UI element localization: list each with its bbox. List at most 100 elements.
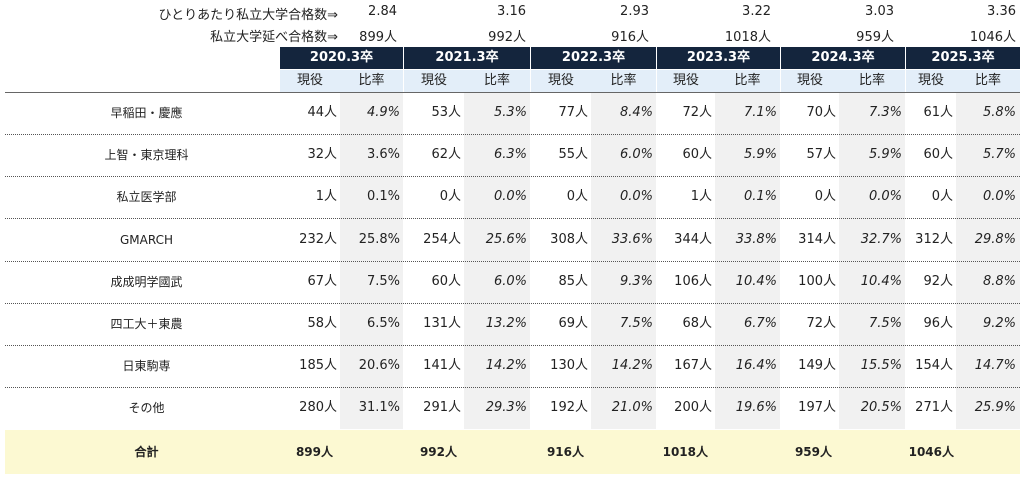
rate-cell: 0.0% (619, 189, 653, 205)
subheader-count-2024: 現役 (781, 70, 839, 92)
count-cell: 62人 (431, 147, 461, 163)
table-row: 四工大＋東農 58人 6.5% 131人 13.2% 69人 7.5% 68人 6.7% 72人 7… (5, 303, 1020, 345)
rate-cell: 31.1% (358, 400, 400, 416)
count-cell: 314人 (798, 231, 836, 247)
count-cell: 167人 (674, 358, 712, 374)
count-cell: 60人 (923, 147, 953, 163)
rate-cell: 8.8% (982, 273, 1016, 289)
count-cell: 185人 (299, 358, 337, 374)
table-row: 日東駒専 185人 20.6% 141人 14.2% 130人 14.2% 167人 16.4%… (5, 345, 1020, 387)
count-cell: 1人 (315, 189, 337, 205)
subheader-count-2022: 現役 (531, 70, 591, 92)
rate-cell: 0.1% (743, 189, 777, 205)
rate-cell: 0.1% (366, 189, 400, 205)
year-header-2024: 2024.3卒 (781, 47, 905, 69)
rate-cell: 33.8% (735, 231, 777, 247)
rate-cell: 5.9% (743, 147, 777, 163)
count-cell: 92人 (923, 273, 953, 289)
count-cell: 68人 (682, 316, 712, 331)
count-cell: 85人 (558, 273, 588, 289)
count-cell: 32人 (307, 147, 337, 163)
count-cell: 57人 (806, 147, 836, 163)
rate-cell: 14.2% (611, 358, 653, 374)
rate-column-shade-2022 (591, 92, 656, 429)
count-cell: 280人 (299, 400, 337, 416)
subheader-count-2020: 現役 (280, 70, 340, 92)
rate-cell: 9.2% (982, 316, 1016, 331)
summary-per-student-row: ひとりあたり私立大学合格数⇒ 2.84 3.16 2.93 3.22 3.03 … (0, 4, 1024, 26)
subheader-rate-2024: 比率 (839, 70, 905, 92)
count-cell: 0人 (814, 189, 836, 205)
rate-cell: 7.5% (366, 273, 400, 289)
count-cell: 0人 (439, 189, 461, 205)
total-2022: 916人 (546, 445, 584, 459)
rate-column-shade-2024 (839, 92, 905, 429)
year-header-2022: 2022.3卒 (531, 47, 656, 69)
summary-total-2025: 1046人 (969, 30, 1016, 45)
rate-cell: 7.3% (868, 105, 902, 120)
summary-per-student-2024: 3.03 (865, 4, 894, 19)
count-cell: 149人 (798, 358, 836, 374)
total-label: 合計 (134, 445, 159, 459)
row-divider (5, 176, 1020, 177)
subheader-count-2023: 現役 (657, 70, 715, 92)
rate-cell: 21.0% (611, 400, 653, 416)
count-cell: 69人 (558, 316, 588, 331)
count-cell: 0人 (566, 189, 588, 205)
row-divider (5, 303, 1020, 304)
summary-per-student-label: ひとりあたり私立大学合格数⇒ (158, 8, 338, 23)
table-row: 上智・東京理科 32人 3.6% 62人 6.3% 55人 6.0% 60人 5.9% 57人 5.… (5, 134, 1020, 176)
subheader-count-2025: 現役 (906, 70, 956, 92)
rate-cell: 6.0% (619, 147, 653, 163)
rate-column-shade-2023 (715, 92, 780, 429)
count-cell: 291人 (423, 400, 461, 416)
rate-cell: 5.9% (868, 147, 902, 163)
count-cell: 271人 (915, 400, 953, 416)
subheader-rate-2023: 比率 (715, 70, 780, 92)
rate-column-shade-2025 (956, 92, 1020, 429)
count-cell: 131人 (423, 316, 461, 331)
rate-cell: 7.5% (619, 316, 653, 331)
subheader-rate-2025: 比率 (956, 70, 1020, 92)
count-cell: 72人 (806, 316, 836, 331)
rate-cell: 25.8% (358, 231, 400, 247)
rate-cell: 10.4% (860, 273, 902, 289)
rate-cell: 33.6% (611, 231, 653, 247)
count-cell: 60人 (431, 273, 461, 289)
total-row: 合計 899人 992人 916人 1018人 959人 1046人 (5, 430, 1020, 474)
rate-cell: 10.4% (735, 273, 777, 289)
count-cell: 0人 (931, 189, 953, 205)
summary-per-student-2025: 3.36 (987, 4, 1016, 19)
count-cell: 200人 (674, 400, 712, 416)
rate-cell: 29.8% (974, 231, 1016, 247)
rate-cell: 4.9% (366, 105, 400, 120)
subheader-rate-2020: 比率 (340, 70, 403, 92)
rate-cell: 14.2% (485, 358, 527, 374)
count-cell: 96人 (923, 316, 953, 331)
row-label: 私立医学部 (116, 190, 177, 205)
total-2021: 992人 (419, 445, 457, 459)
count-cell: 1人 (690, 189, 712, 205)
summary-per-student-2021: 3.16 (497, 4, 526, 19)
count-cell: 308人 (550, 231, 588, 247)
count-cell: 100人 (798, 273, 836, 289)
summary-total-label: 私立大学延べ合格数⇒ (210, 30, 338, 45)
row-label: 成成明学國武 (110, 274, 183, 289)
row-divider (5, 261, 1020, 262)
count-cell: 232人 (299, 231, 337, 247)
header-divider (5, 92, 1020, 93)
rate-cell: 5.8% (982, 105, 1016, 120)
count-cell: 67人 (307, 273, 337, 289)
rate-cell: 0.0% (982, 189, 1016, 205)
total-2025: 1046人 (908, 445, 954, 459)
row-divider (5, 387, 1020, 388)
rate-cell: 0.0% (493, 189, 527, 205)
count-cell: 197人 (798, 400, 836, 416)
year-header-2025: 2025.3卒 (906, 47, 1020, 69)
table-row: GMARCH 232人 25.8% 254人 25.6% 308人 33.6% 344人 33.… (5, 219, 1020, 261)
rate-column-shade-2020 (340, 92, 403, 429)
rate-cell: 6.3% (493, 147, 527, 163)
count-cell: 70人 (806, 105, 836, 120)
rate-cell: 13.2% (485, 316, 527, 331)
